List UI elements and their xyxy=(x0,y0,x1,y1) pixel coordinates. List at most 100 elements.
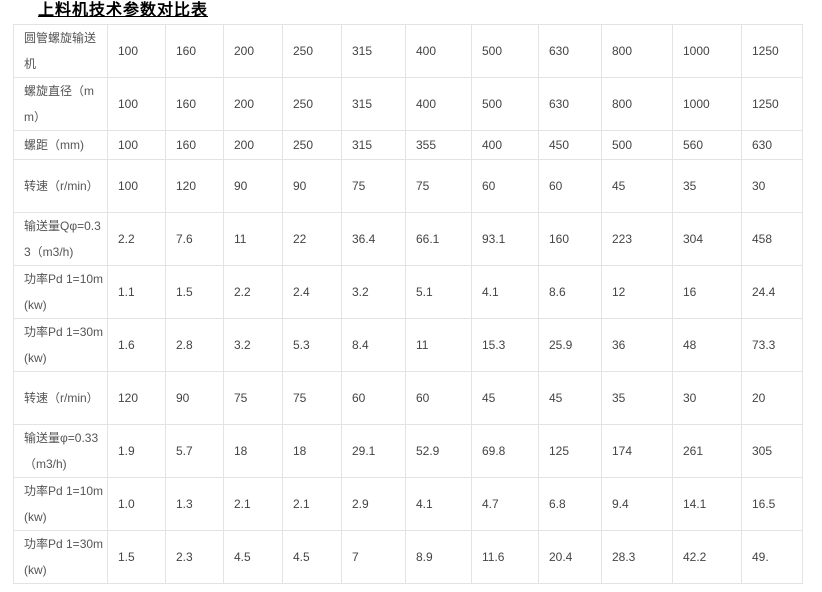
table-cell: 304 xyxy=(672,212,742,266)
table-cell: 9.4 xyxy=(601,477,673,531)
table-row: 螺旋直径（mm） 100 160 200 250 315 400 500 630 800 1000 1… xyxy=(13,77,803,131)
table-cell: 1.6 xyxy=(107,318,166,372)
table-cell: 4.5 xyxy=(282,530,342,584)
table-cell: 11 xyxy=(405,318,472,372)
table-cell: 400 xyxy=(471,130,539,160)
table-cell: 100 xyxy=(107,130,166,160)
table-cell: 20 xyxy=(741,371,803,425)
table-cell: 400 xyxy=(405,77,472,131)
table-cell: 16 xyxy=(672,265,742,319)
row-label: 输送量Qφ=0.33（m3/h) xyxy=(13,212,108,266)
table-cell: 125 xyxy=(538,424,602,478)
table-cell: 1000 xyxy=(672,24,742,78)
table-cell: 60 xyxy=(405,371,472,425)
table-cell: 18 xyxy=(223,424,283,478)
table-cell: 8.9 xyxy=(405,530,472,584)
table-cell: 49. xyxy=(741,530,803,584)
row-label: 输送量φ=0.33（m3/h) xyxy=(13,424,108,478)
table-row: 功率Pd 1=10m(kw) 1.1 1.5 2.2 2.4 3.2 5.1 4.1 8.6 12… xyxy=(13,265,803,319)
table-cell: 75 xyxy=(223,371,283,425)
table-cell: 15.3 xyxy=(471,318,539,372)
table-cell: 250 xyxy=(282,77,342,131)
table-cell: 315 xyxy=(341,24,406,78)
table-cell: 93.1 xyxy=(471,212,539,266)
table-cell: 1000 xyxy=(672,77,742,131)
row-label: 功率Pd 1=30m(kw) xyxy=(13,318,108,372)
row-label: 功率Pd 1=10m(kw) xyxy=(13,477,108,531)
table-cell: 16.5 xyxy=(741,477,803,531)
row-label: 螺距（mm) xyxy=(13,130,108,160)
table-cell: 100 xyxy=(107,159,166,213)
table-cell: 120 xyxy=(165,159,224,213)
table-cell: 73.3 xyxy=(741,318,803,372)
table-cell: 5.3 xyxy=(282,318,342,372)
table-cell: 630 xyxy=(741,130,803,160)
table-cell: 14.1 xyxy=(672,477,742,531)
table-cell: 4.1 xyxy=(471,265,539,319)
table-cell: 800 xyxy=(601,77,673,131)
table-cell: 4.5 xyxy=(223,530,283,584)
table-cell: 7.6 xyxy=(165,212,224,266)
table-cell: 500 xyxy=(471,24,539,78)
table-cell: 22 xyxy=(282,212,342,266)
table-cell: 18 xyxy=(282,424,342,478)
table-cell: 45 xyxy=(538,371,602,425)
table-cell: 5.1 xyxy=(405,265,472,319)
table-cell: 2.3 xyxy=(165,530,224,584)
row-label: 螺旋直径（mm） xyxy=(13,77,108,131)
table-cell: 630 xyxy=(538,24,602,78)
table-row: 转速（r/min） 100 120 90 90 75 75 60 60 45 35 30 xyxy=(13,159,803,213)
table-cell: 223 xyxy=(601,212,673,266)
table-cell: 174 xyxy=(601,424,673,478)
spec-table: 圆管螺旋输送机 100 160 200 250 315 400 500 630 800 1000 12… xyxy=(13,24,803,584)
table-cell: 60 xyxy=(341,371,406,425)
table-cell: 2.4 xyxy=(282,265,342,319)
table-cell: 60 xyxy=(471,159,539,213)
table-cell: 25.9 xyxy=(538,318,602,372)
table-cell: 60 xyxy=(538,159,602,213)
table-cell: 160 xyxy=(165,24,224,78)
table-cell: 1.0 xyxy=(107,477,166,531)
table-cell: 75 xyxy=(282,371,342,425)
table-cell: 20.4 xyxy=(538,530,602,584)
table-cell: 200 xyxy=(223,24,283,78)
table-row: 功率Pd 1=10m(kw) 1.0 1.3 2.1 2.1 2.9 4.1 4.7 6.8 9.… xyxy=(13,477,803,531)
table-cell: 1250 xyxy=(741,77,803,131)
table-cell: 2.1 xyxy=(223,477,283,531)
table-cell: 4.1 xyxy=(405,477,472,531)
table-row: 功率Pd 1=30m(kw) 1.6 2.8 3.2 5.3 8.4 11 15.3 25.9 3… xyxy=(13,318,803,372)
table-cell: 160 xyxy=(538,212,602,266)
table-cell: 1250 xyxy=(741,24,803,78)
table-cell: 90 xyxy=(223,159,283,213)
table-cell: 400 xyxy=(405,24,472,78)
table-cell: 35 xyxy=(601,371,673,425)
table-cell: 28.3 xyxy=(601,530,673,584)
table-row: 圆管螺旋输送机 100 160 200 250 315 400 500 630 800 1000 12… xyxy=(13,24,803,78)
page-title: 上料机技术参数对比表 xyxy=(38,0,209,19)
table-cell: 8.6 xyxy=(538,265,602,319)
table-cell: 1.1 xyxy=(107,265,166,319)
table-cell: 36 xyxy=(601,318,673,372)
table-cell: 30 xyxy=(741,159,803,213)
table-cell: 8.4 xyxy=(341,318,406,372)
row-label: 转速（r/min） xyxy=(13,159,108,213)
table-cell: 250 xyxy=(282,130,342,160)
table-cell: 11.6 xyxy=(471,530,539,584)
table-cell: 100 xyxy=(107,77,166,131)
table-row: 螺距（mm) 100 160 200 250 315 355 400 450 500 560 630 xyxy=(13,130,803,160)
table-cell: 36.4 xyxy=(341,212,406,266)
table-cell: 500 xyxy=(471,77,539,131)
table-cell: 2.1 xyxy=(282,477,342,531)
table-cell: 1.9 xyxy=(107,424,166,478)
table-cell: 4.7 xyxy=(471,477,539,531)
row-label: 功率Pd 1=30m(kw) xyxy=(13,530,108,584)
table-cell: 630 xyxy=(538,77,602,131)
table-cell: 30 xyxy=(672,371,742,425)
table-cell: 450 xyxy=(538,130,602,160)
table-cell: 75 xyxy=(405,159,472,213)
table-cell: 2.2 xyxy=(223,265,283,319)
table-cell: 6.8 xyxy=(538,477,602,531)
table-cell: 52.9 xyxy=(405,424,472,478)
table-cell: 48 xyxy=(672,318,742,372)
table-cell: 42.2 xyxy=(672,530,742,584)
